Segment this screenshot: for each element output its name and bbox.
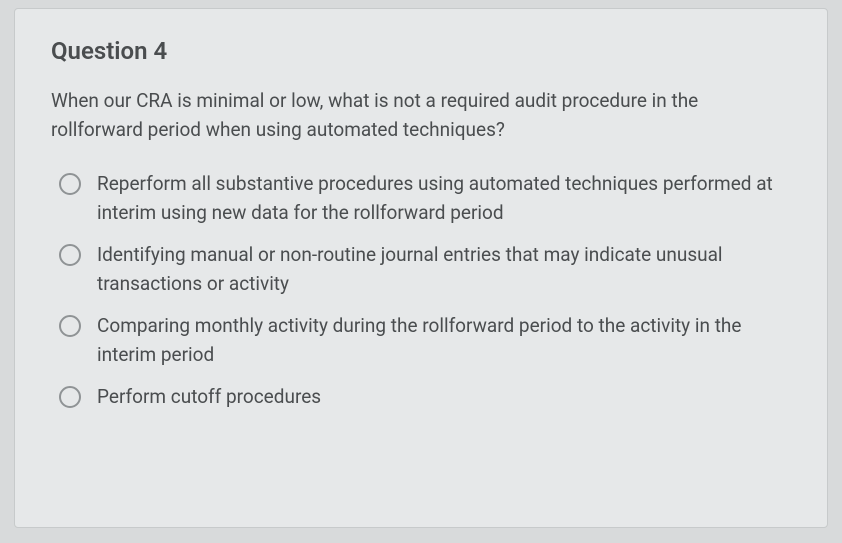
option-row[interactable]: Comparing monthly activity during the ro… <box>59 312 791 369</box>
radio-icon[interactable] <box>59 315 81 337</box>
radio-icon[interactable] <box>59 244 81 266</box>
option-row[interactable]: Identifying manual or non-routine journa… <box>59 241 791 298</box>
option-row[interactable]: Reperform all substantive procedures usi… <box>59 170 791 227</box>
options-group: Reperform all substantive procedures usi… <box>51 170 791 412</box>
option-label: Identifying manual or non-routine journa… <box>97 241 787 298</box>
option-label: Perform cutoff procedures <box>97 383 321 412</box>
option-label: Comparing monthly activity during the ro… <box>97 312 787 369</box>
option-row[interactable]: Perform cutoff procedures <box>59 383 791 412</box>
option-label: Reperform all substantive procedures usi… <box>97 170 787 227</box>
radio-icon[interactable] <box>59 173 81 195</box>
question-card: Question 4 When our CRA is minimal or lo… <box>14 8 828 528</box>
radio-icon[interactable] <box>59 386 81 408</box>
question-prompt: When our CRA is minimal or low, what is … <box>51 87 791 144</box>
question-title: Question 4 <box>51 37 791 65</box>
